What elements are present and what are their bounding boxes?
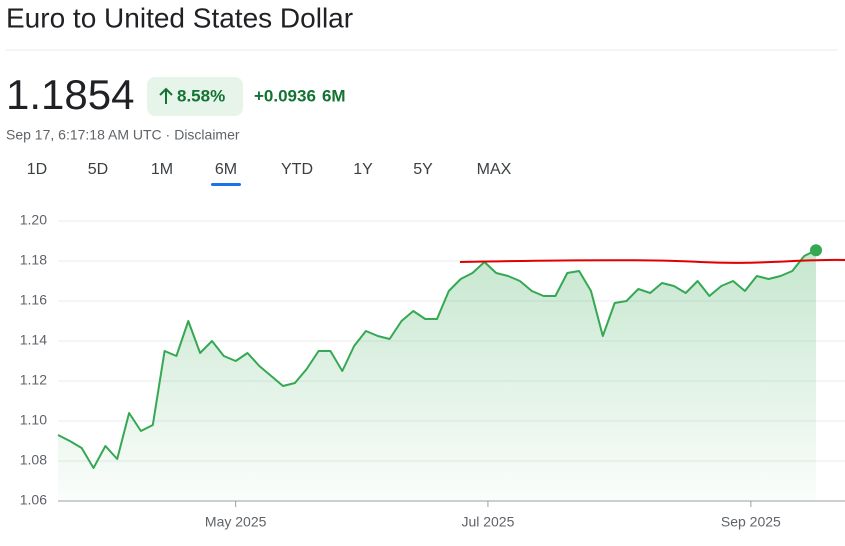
range-tab[interactable]: 1M (151, 161, 173, 178)
range-tab[interactable]: 5Y (413, 161, 433, 178)
change-percent: 8.58% (177, 86, 225, 105)
range-tab[interactable]: 1Y (353, 161, 373, 178)
range-tabs: 1D 5D 1M 6M YTD 1Y 5Y MAX (27, 161, 512, 186)
y-tick-label: 1.08 (20, 452, 47, 468)
y-tick-label: 1.20 (20, 212, 47, 228)
disclaimer-link[interactable]: Disclaimer (174, 127, 240, 143)
y-tick-label: 1.12 (20, 372, 47, 388)
up-arrow (159, 87, 173, 104)
range-tab[interactable]: 5D (88, 161, 108, 178)
tab-underline (211, 183, 241, 186)
y-tick-label: 1.16 (20, 292, 47, 308)
change-badge (147, 77, 243, 116)
y-tick-label: 1.18 (20, 252, 47, 268)
x-tick-label: May 2025 (205, 514, 267, 530)
range-tab[interactable]: 6M (215, 161, 237, 178)
y-tick-label: 1.06 (20, 492, 47, 508)
range-tab[interactable]: 1D (27, 161, 47, 178)
x-tick-label: Jul 2025 (461, 514, 514, 530)
change-period: 6M (322, 86, 346, 105)
price-line (57, 249, 817, 469)
change-value: +0.0936 (254, 86, 316, 105)
price: 1.1854 (6, 71, 134, 118)
area-fill (58, 250, 816, 501)
timestamp: Sep 17, 6:17:18 AM UTC · (6, 127, 170, 143)
range-tab[interactable]: MAX (477, 161, 512, 178)
range-tab[interactable]: YTD (281, 161, 313, 178)
page-title: Euro to United States Dollar (6, 2, 353, 33)
y-tick-label: 1.14 (20, 332, 47, 348)
y-tick-label: 1.10 (20, 412, 47, 428)
drawn-annotation (459, 258, 845, 264)
chart: 1.06 1.08 1.10 1.12 1.14 1.16 1.18 1.20 May 2025… (20, 212, 845, 530)
x-tick-label: Sep 2025 (721, 514, 781, 530)
last-point (810, 244, 822, 257)
